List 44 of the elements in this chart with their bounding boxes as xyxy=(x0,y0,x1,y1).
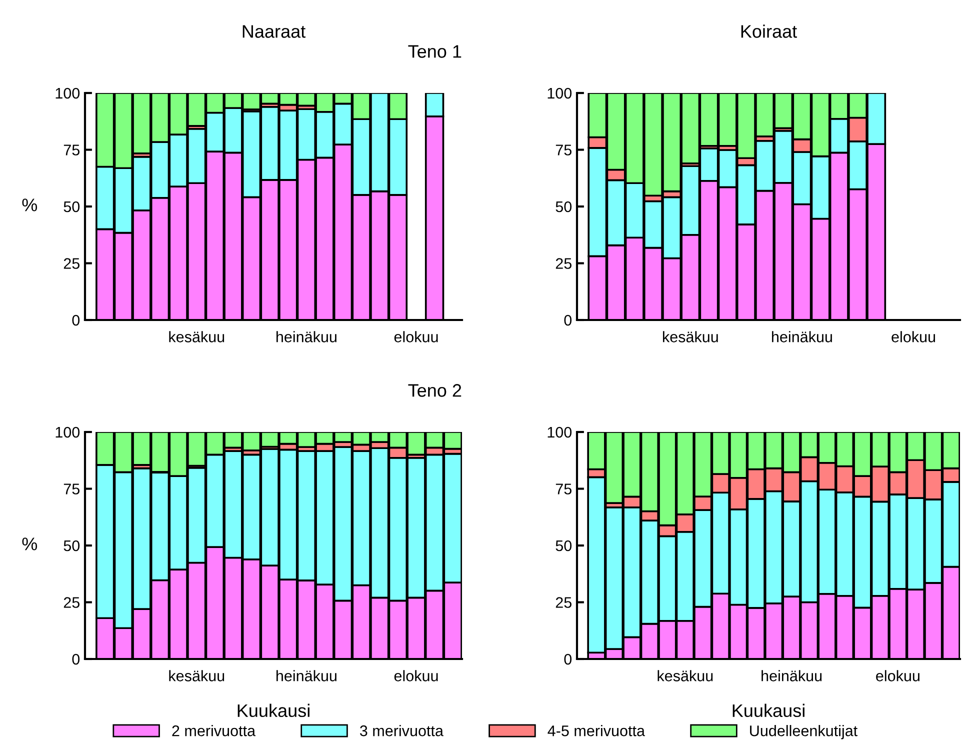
y-tick-label: 0 xyxy=(72,314,80,326)
chart-subtitle: Teno 1 xyxy=(408,45,462,58)
legend-label: 2 merivuotta xyxy=(172,725,256,736)
y-tick-label: 50 xyxy=(64,201,80,212)
x-tick-label: heinäkuu xyxy=(762,670,822,682)
x-tick-label: heinäkuu xyxy=(276,670,336,682)
x-tick-label: kesäkuu xyxy=(658,670,713,682)
y-tick-label: 100 xyxy=(56,426,80,438)
y-tick-label: 100 xyxy=(548,88,572,99)
y-tick-label: 25 xyxy=(556,597,572,608)
x-tick-label: kesäkuu xyxy=(169,670,224,682)
x-tick-label: elokuu xyxy=(394,670,438,682)
y-tick-label: 0 xyxy=(564,654,572,665)
y-tick-label: 75 xyxy=(556,484,572,494)
y-tick-label: 25 xyxy=(64,258,80,269)
y-tick-label: 0 xyxy=(72,654,80,665)
x-tick-label: heinäkuu xyxy=(772,331,832,342)
y-tick-label: 75 xyxy=(64,484,80,494)
y-tick-label: 50 xyxy=(556,201,572,212)
y-axis-title: % xyxy=(22,538,38,550)
y-tick-label: 50 xyxy=(556,540,572,552)
x-tick-label: heinäkuu xyxy=(276,331,336,342)
y-tick-label: 25 xyxy=(556,258,572,269)
x-tick-label: elokuu xyxy=(892,331,936,342)
y-tick-label: 75 xyxy=(64,144,80,156)
x-tick-label: elokuu xyxy=(394,331,438,342)
y-tick-label: 100 xyxy=(548,426,572,438)
x-axis-title: Kuukausi xyxy=(732,704,804,718)
x-tick-label: kesäkuu xyxy=(169,331,224,342)
chart-title: Naaraat xyxy=(242,25,306,38)
x-axis-title: Kuukausi xyxy=(238,704,310,718)
x-tick-label: kesäkuu xyxy=(662,331,718,342)
y-tick-label: 0 xyxy=(564,314,572,326)
y-tick-label: 50 xyxy=(64,540,80,552)
legend-label: Uudelleenkutijat xyxy=(750,725,858,740)
chart-title: Koiraat xyxy=(741,24,797,38)
y-axis-title: % xyxy=(22,198,38,212)
y-tick-label: 100 xyxy=(56,88,80,99)
x-tick-label: elokuu xyxy=(876,670,920,682)
y-tick-label: 25 xyxy=(64,597,80,608)
legend-label: 3 merivuotta xyxy=(360,725,444,736)
legend-label: 4-5 merivuotta xyxy=(548,725,646,736)
y-tick-label: 75 xyxy=(556,144,572,156)
chart-subtitle: Teno 2 xyxy=(408,384,462,397)
